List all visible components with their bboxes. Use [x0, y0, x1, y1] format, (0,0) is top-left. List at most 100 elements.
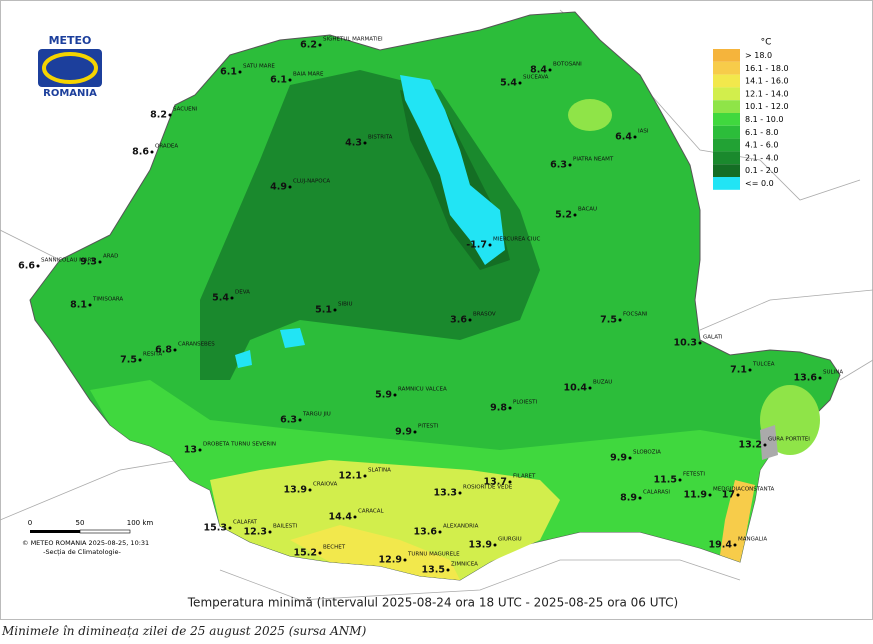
- station-dot: [763, 443, 767, 447]
- station: 9.3 ARAD: [80, 254, 118, 268]
- station-dot: [238, 70, 242, 74]
- station-name: SUCEAVA: [523, 75, 549, 81]
- station-value: 6.3: [280, 415, 297, 426]
- station-dot: [363, 474, 367, 478]
- station: 9.9 SLOBOZIA: [610, 450, 661, 464]
- station-name: CRAIOVA: [313, 482, 337, 488]
- station-name: BAILESTI: [273, 524, 298, 530]
- station-value: 17: [722, 490, 735, 501]
- station: 6.4 IASI: [615, 129, 649, 143]
- station-dot: [568, 163, 572, 167]
- station: 5.1 SIBIU: [315, 302, 352, 316]
- section: -Secția de Climatologie-: [43, 548, 121, 557]
- logo: METEO ROMANIA: [38, 34, 102, 99]
- station-value: 13.7: [484, 477, 507, 488]
- station: 13.9 GIURGIU: [469, 537, 522, 551]
- station: 9.8 PLOIESTI: [490, 400, 537, 414]
- station: 14.4 CARACAL: [329, 509, 385, 523]
- legend-swatch: [713, 164, 740, 177]
- station: 6.8 CARANSEBES: [155, 342, 215, 356]
- station-value: 9.3: [80, 257, 97, 268]
- station-value: 10.3: [674, 338, 697, 349]
- station-dot: [98, 260, 102, 264]
- legend-swatch: [713, 61, 740, 75]
- station-name: SANNICOLAU MARE: [41, 258, 95, 264]
- station-value: 7.1: [730, 365, 747, 376]
- legend-swatch: [713, 113, 740, 126]
- legend-swatch: [713, 151, 740, 165]
- station-value: 4.9: [270, 182, 287, 193]
- station-name: BISTRITA: [368, 135, 393, 141]
- frost-zone: [400, 75, 505, 265]
- copyright: © METEO ROMANIA 2025-08-25, 10:31: [22, 539, 149, 547]
- station: 13.5 ZIMNICEA: [422, 562, 479, 576]
- station-dot: [508, 406, 512, 410]
- station-value: 19.4: [709, 540, 733, 551]
- station-value: 13.6: [414, 527, 438, 538]
- station: 7.5 RESITA: [120, 352, 162, 366]
- station-value: 5.4: [500, 78, 517, 89]
- station-value: 5.4: [212, 293, 229, 304]
- station-dot: [708, 493, 712, 497]
- station: 5.2 BACAU: [555, 207, 597, 221]
- legend-swatch: [713, 49, 740, 62]
- station-name: SATU MARE: [243, 64, 275, 70]
- station: 6.6 SANNICOLAU MARE: [18, 258, 95, 272]
- station: 4.3 BISTRITA: [345, 135, 392, 149]
- station-value: 3.6: [450, 315, 467, 326]
- station-name: FILARET: [513, 474, 536, 480]
- station-dot: [548, 68, 552, 72]
- station-name: TULCEA: [752, 362, 775, 368]
- map-title: Temperatura minimă (intervalul 2025-08-2…: [187, 596, 678, 610]
- station-dot: [488, 243, 492, 247]
- caption: Minimele în dimineața zilei de 25 august…: [2, 624, 367, 638]
- station-value: 5.2: [555, 210, 572, 221]
- station-dot: [678, 478, 682, 482]
- station-value: 8.1: [70, 300, 87, 311]
- legend-swatch: [713, 100, 740, 113]
- station-dot: [628, 456, 632, 460]
- station-dot: [333, 308, 337, 312]
- legend-unit: °C: [761, 38, 772, 48]
- station-dot: [363, 141, 367, 145]
- legend: > 18.0 16.1 - 18.0 14.1 - 16.0 12.1 - 14.0 1…: [713, 49, 789, 190]
- legend-swatch: [713, 87, 740, 101]
- station-dot: [438, 530, 442, 534]
- station: 11.5 FETESTI: [654, 472, 706, 486]
- station-name: CALARASI: [643, 490, 670, 496]
- station-name: DEVA: [235, 290, 250, 296]
- station-name: SIGHETUL MARMATIEI: [323, 37, 383, 43]
- station-dot: [230, 296, 234, 300]
- station-name: BECHET: [323, 545, 346, 551]
- station: 6.2 SIGHETUL MARMATIEI: [300, 37, 383, 51]
- station-name: ORADEA: [155, 144, 178, 150]
- station-name: GALATI: [703, 335, 723, 341]
- station-name: CLUJ-NAPOCA: [293, 179, 330, 185]
- legend-label: 2.1 - 4.0: [745, 153, 778, 162]
- station-name: BUZAU: [593, 380, 612, 386]
- logo-ring: [42, 52, 98, 84]
- station-value: 9.8: [490, 403, 507, 414]
- coast-zone: [720, 480, 755, 562]
- station-value: 7.5: [120, 355, 137, 366]
- station-dot: [493, 543, 497, 547]
- station-name: GURA PORTITEI: [768, 437, 810, 443]
- station: 8.6 ORADEA: [132, 144, 178, 158]
- station-name: TARGU JIU: [302, 412, 331, 418]
- station-value: 12.3: [244, 527, 267, 538]
- station-dot: [736, 493, 740, 497]
- station-name: CARANSEBES: [178, 342, 215, 348]
- legend-label: 16.1 - 18.0: [745, 64, 789, 73]
- station-value: 12.1: [339, 471, 362, 482]
- station: 13.2 GURA PORTITEI: [739, 437, 811, 451]
- station-dot: [298, 418, 302, 422]
- station: 4.9 CLUJ-NAPOCA: [270, 179, 330, 193]
- station-value: 8.4: [530, 65, 547, 76]
- station-value: 13.3: [434, 488, 457, 499]
- station-dot: [228, 526, 232, 530]
- map: METEO ROMANIA °C > 18.0 16.1 - 18.0 14.1 -…: [0, 0, 873, 620]
- station-name: MANGALIA: [738, 537, 767, 543]
- station-dot: [36, 264, 40, 268]
- station-value: 6.2: [300, 40, 317, 51]
- station-name: DROBETA TURNU SEVERIN: [203, 442, 276, 448]
